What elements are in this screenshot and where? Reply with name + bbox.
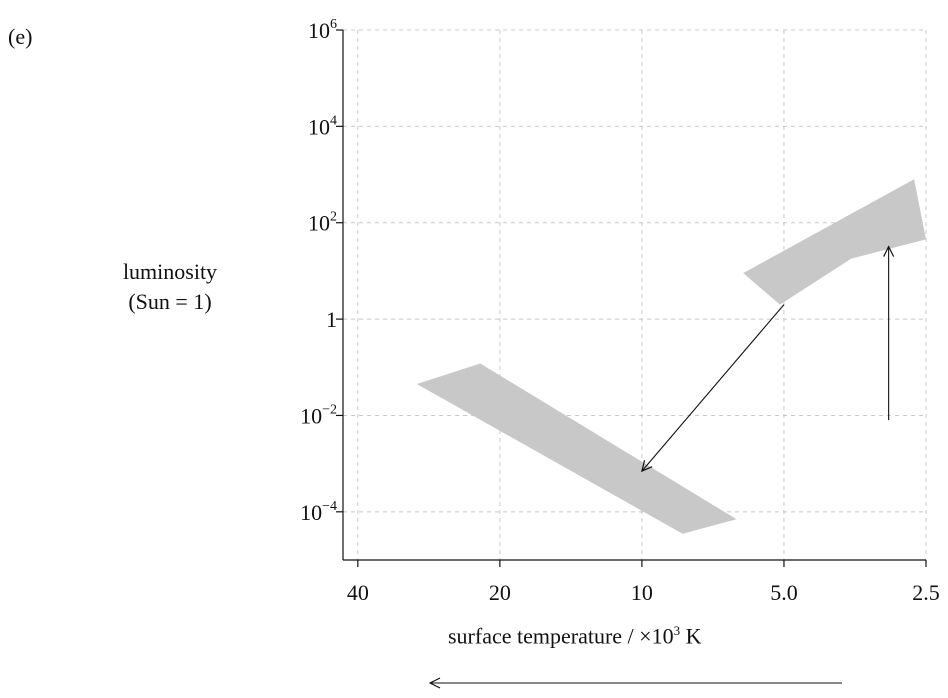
x-tick-label-0: 40 — [347, 580, 369, 605]
region-lower-band — [416, 363, 737, 534]
axes — [336, 29, 927, 567]
diagonal-arrow — [642, 304, 785, 472]
tick-labels: 40 20 10 5.0 2.5 106 104 102 1 10−2 10−4 — [300, 17, 940, 605]
panel-label: (e) — [8, 24, 33, 49]
y-axis-label-line2: (Sun = 1) — [128, 289, 212, 314]
y-axis-label-line1: luminosity — [122, 259, 218, 284]
x-tick-label-2: 10 — [631, 580, 653, 605]
y-tick-label-3: 1 — [326, 307, 337, 332]
y-tick-label-2: 102 — [308, 210, 337, 236]
y-tick-label-1: 104 — [308, 113, 337, 139]
x-axis-label-suffix: K — [680, 623, 702, 649]
x-tick-label-3: 5.0 — [770, 580, 798, 605]
y-tick-label-0: 106 — [308, 17, 337, 43]
x-axis-label-exponent: 3 — [673, 623, 681, 638]
y-tick-label-5: 10−4 — [300, 499, 337, 525]
regions — [416, 179, 926, 534]
x-tick-label-4: 2.5 — [912, 580, 940, 605]
x-axis-label: surface temperature / ×103 K — [448, 623, 701, 649]
y-tick-label-4: 10−2 — [300, 402, 337, 428]
arrows — [430, 247, 889, 683]
y-axis-label: luminosity (Sun = 1) — [80, 257, 260, 317]
x-tick-label-1: 20 — [489, 580, 511, 605]
x-axis-label-prefix: surface temperature / ×10 — [448, 623, 674, 649]
region-upper-band — [743, 179, 926, 305]
